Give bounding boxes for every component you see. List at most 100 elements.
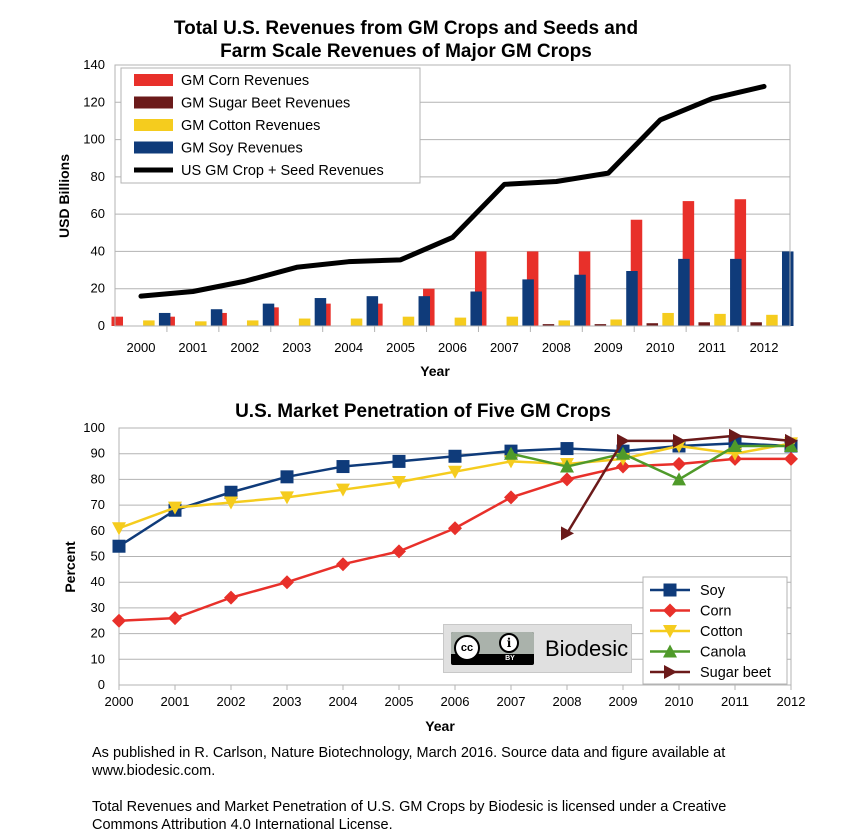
revenue-legend-label: GM Soy Revenues [181, 141, 303, 157]
penetration-point [504, 446, 518, 460]
penetration-point [728, 438, 742, 452]
revenue-bar [246, 320, 259, 326]
revenue-y-tick-label: 120 [83, 94, 105, 109]
revenue-legend-swatch [134, 74, 173, 86]
penetration-chart: U.S. Market Penetration of Five GM Crops… [62, 401, 805, 734]
revenue-x-tick-label: 2009 [594, 340, 623, 355]
penetration-legend-label: Corn [700, 604, 731, 620]
penetration-x-tick-label: 2012 [777, 694, 806, 709]
source-caption-link[interactable]: www.biodesic.com. [92, 763, 216, 779]
penetration-x-tick-label: 2008 [553, 694, 582, 709]
figure-canvas: Total U.S. Revenues from GM Crops and Se… [56, 18, 805, 734]
penetration-y-ticks: 0 10 20 30 40 50 60 70 80 90 100 [83, 420, 105, 692]
revenue-y-tick-label: 140 [83, 57, 105, 72]
revenue-y-tick-label: 60 [91, 206, 105, 221]
revenue-legend-label: US GM Crop + Seed Revenues [181, 163, 384, 179]
penetration-x-tick-label: 2009 [609, 694, 638, 709]
penetration-legend-marker [664, 665, 677, 679]
revenue-x-axis-label: Year [420, 363, 450, 379]
revenue-bar [402, 316, 415, 326]
revenue-bar [594, 324, 607, 326]
penetration-point [168, 501, 182, 515]
revenue-x-tick-label: 2008 [542, 340, 571, 355]
penetration-point [560, 472, 574, 487]
revenue-bar [750, 322, 762, 326]
penetration-point [617, 433, 630, 448]
revenue-x-tick-label: 2012 [750, 340, 779, 355]
revenue-bar [111, 316, 124, 326]
revenue-bar [158, 312, 171, 326]
revenue-bar [646, 323, 659, 326]
penetration-legend-label: Sugar beet [700, 665, 771, 681]
penetration-plot-frame [118, 427, 792, 686]
penetration-y-tick-label: 20 [91, 626, 105, 641]
penetration-point [616, 459, 630, 474]
penetration-x-tick-label: 2000 [105, 694, 134, 709]
revenue-bar [766, 314, 778, 326]
revenue-bar [366, 296, 379, 326]
revenue-bar [298, 318, 311, 326]
penetration-point [448, 521, 462, 536]
revenue-legend-label: GM Sugar Beet Revenues [181, 96, 350, 112]
penetration-point [672, 472, 686, 486]
penetration-y-tick-label: 60 [91, 523, 105, 538]
revenue-x-tick-label: 2000 [127, 340, 156, 355]
penetration-point [784, 451, 798, 466]
revenue-x-tick-label: 2007 [490, 340, 519, 355]
penetration-x-tick-label: 2006 [441, 694, 470, 709]
license-caption-line: Total Revenues and Market Penetration of… [92, 799, 727, 815]
penetration-point [224, 485, 238, 499]
penetration-point [336, 557, 350, 572]
revenue-bar [314, 298, 327, 326]
penetration-point [280, 575, 294, 590]
revenue-x-tick-label: 2005 [386, 340, 415, 355]
penetration-point [112, 539, 126, 553]
revenue-bar [418, 296, 431, 326]
penetration-series [112, 428, 798, 628]
revenue-y-tick-label: 0 [98, 318, 105, 333]
revenue-y-tick-label: 100 [83, 132, 105, 147]
penetration-x-tick-label: 2002 [217, 694, 246, 709]
revenue-legend-label: GM Corn Revenues [181, 73, 309, 89]
revenue-bar [262, 303, 275, 326]
revenue-legend-swatch [134, 96, 173, 109]
penetration-chart-title: U.S. Market Penetration of Five GM Crops [235, 401, 611, 422]
revenue-bar [626, 271, 638, 326]
revenue-legend-swatch [134, 141, 173, 154]
revenue-y-tick-label: 20 [91, 281, 105, 296]
penetration-y-tick-label: 90 [91, 446, 105, 461]
revenue-bar [474, 251, 487, 326]
revenue-x-tick-label: 2010 [646, 340, 675, 355]
penetration-point [336, 460, 350, 474]
penetration-y-tick-label: 0 [98, 677, 105, 692]
revenue-x-tick-label: 2011 [698, 340, 726, 355]
badge-name: Biodesic [545, 636, 629, 661]
penetration-point [112, 522, 126, 536]
license-caption-line: Commons Attribution 4.0 International Li… [92, 817, 393, 833]
revenue-bars [111, 199, 794, 326]
license-badge: cc i BY Biodesic [443, 624, 632, 673]
penetration-y-tick-label: 50 [91, 549, 105, 564]
penetration-point [448, 465, 462, 479]
revenue-bar [610, 319, 622, 326]
penetration-x-tick-label: 2004 [329, 694, 358, 709]
revenue-legend-box [120, 67, 421, 184]
source-caption-line: As published in R. Carlson, Nature Biote… [92, 745, 726, 761]
penetration-point [504, 490, 518, 505]
revenue-bar [781, 251, 794, 326]
revenue-bar [350, 318, 363, 326]
revenue-x-tick-label: 2002 [230, 340, 259, 355]
revenue-bar [522, 279, 534, 326]
penetration-y-tick-label: 80 [91, 471, 105, 486]
penetration-point [392, 475, 406, 489]
penetration-point [168, 611, 182, 626]
revenue-bar [678, 258, 690, 326]
revenue-x-tick-label: 2004 [334, 340, 363, 355]
penetration-point [280, 491, 294, 505]
revenue-legend-swatch [134, 119, 173, 131]
penetration-point [280, 470, 294, 484]
revenue-bar [210, 309, 223, 326]
penetration-y-tick-label: 30 [91, 600, 105, 615]
revenue-bar [698, 322, 710, 326]
penetration-y-tick-label: 40 [91, 574, 105, 589]
